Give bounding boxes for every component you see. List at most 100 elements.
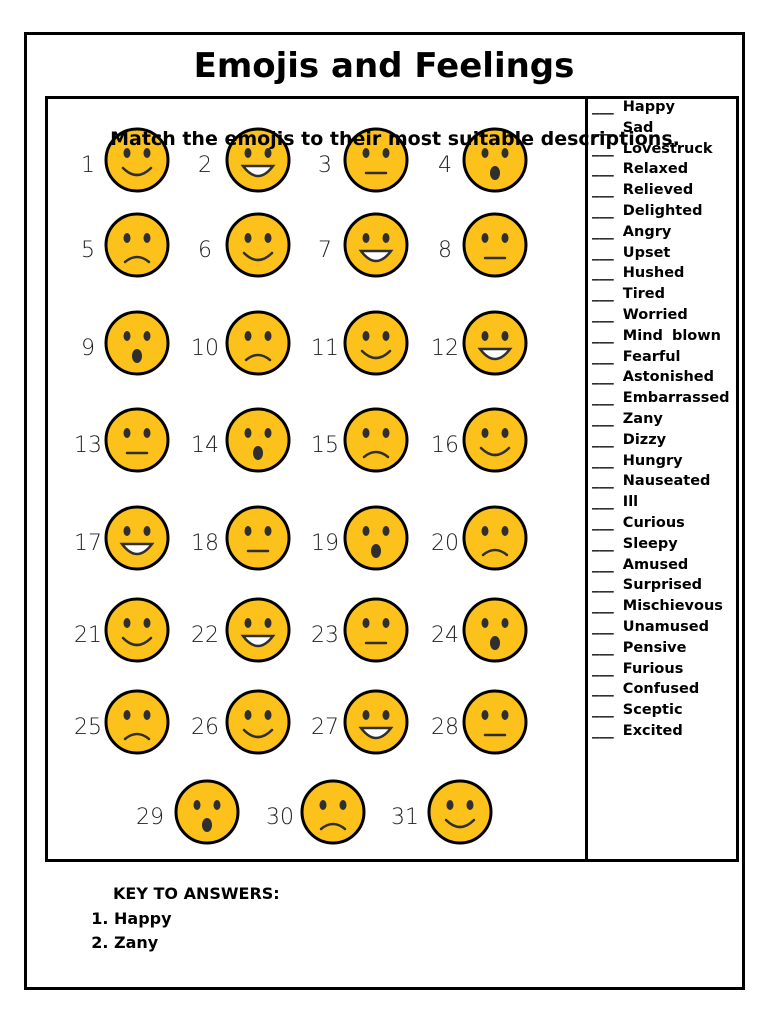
emoji-number: 30 — [266, 805, 294, 830]
description: ___ Furious — [592, 660, 684, 677]
eye — [501, 526, 509, 536]
description: ___ Sceptic — [592, 702, 683, 719]
face — [104, 212, 170, 278]
mouth — [358, 249, 394, 263]
emoji-number: 2 — [198, 153, 212, 178]
description: ___ Lovestruck — [592, 140, 713, 157]
eye — [362, 428, 370, 438]
description: ___ Relieved — [592, 182, 694, 199]
emoji-number: 1 — [81, 153, 95, 178]
eye — [466, 800, 474, 810]
eye — [264, 148, 272, 158]
emoji-face — [462, 505, 528, 571]
title: Emojis and Feelings — [193, 46, 575, 86]
eye — [143, 428, 151, 438]
face — [225, 597, 291, 663]
emoji-number: 10 — [191, 336, 219, 361]
emoji-face — [225, 310, 291, 376]
eye — [123, 148, 131, 158]
emoji-face — [104, 310, 170, 376]
eye — [382, 526, 390, 536]
face — [462, 310, 528, 376]
emoji-number: 19 — [311, 531, 339, 556]
emoji-face — [104, 407, 170, 473]
eye — [123, 233, 131, 243]
description-list: ___ Happy ___ Sad ___ Lovestruck ___ Relaxe… — [592, 97, 734, 742]
face — [343, 689, 409, 755]
eye — [123, 428, 131, 438]
eye — [382, 618, 390, 628]
eye — [382, 710, 390, 720]
answer: Zany — [114, 931, 280, 955]
emoji-number: 9 — [81, 336, 95, 361]
emoji-face — [225, 689, 291, 755]
eye — [362, 233, 370, 243]
emoji-face — [462, 310, 528, 376]
face — [104, 127, 170, 193]
emoji-number: 4 — [438, 153, 452, 178]
emoji-number: 24 — [431, 623, 459, 648]
mouth — [362, 450, 390, 459]
emoji-face — [343, 505, 409, 571]
emoji-face — [343, 212, 409, 278]
description: ___ Embarrassed — [592, 390, 730, 407]
face — [462, 212, 528, 278]
eye — [501, 148, 509, 158]
eye — [244, 618, 252, 628]
face — [104, 407, 170, 473]
eye — [362, 526, 370, 536]
description: ___ Hushed — [592, 265, 685, 282]
emoji-face — [104, 127, 170, 193]
eye — [123, 526, 131, 536]
mouth — [481, 548, 509, 557]
mouth — [240, 164, 276, 178]
description: ___ Excited — [592, 722, 683, 739]
eye — [362, 148, 370, 158]
emoji-face — [343, 407, 409, 473]
mouth — [202, 818, 212, 832]
exercise-box — [45, 96, 739, 862]
emoji-face — [174, 779, 240, 845]
description: ___ Mind blown — [592, 327, 721, 344]
emoji-face — [427, 779, 493, 845]
face — [104, 597, 170, 663]
face — [462, 597, 528, 663]
eye — [481, 233, 489, 243]
mouth — [121, 166, 153, 177]
emoji-number: 14 — [191, 433, 219, 458]
eye — [481, 331, 489, 341]
description: ___ Surprised — [592, 577, 703, 594]
emoji-face — [343, 127, 409, 193]
emoji-face — [104, 505, 170, 571]
eye — [123, 710, 131, 720]
emoji-number: 21 — [74, 623, 102, 648]
description: ___ Happy — [592, 99, 675, 115]
description: ___ Upset — [592, 244, 671, 261]
emoji-number: 6 — [198, 238, 212, 263]
eye — [481, 710, 489, 720]
emoji-number: 28 — [431, 715, 459, 740]
face — [104, 310, 170, 376]
eye — [362, 618, 370, 628]
eye — [481, 618, 489, 628]
eye — [264, 233, 272, 243]
emoji-number: 13 — [74, 433, 102, 458]
face — [462, 689, 528, 755]
description: ___ Tired — [592, 286, 666, 303]
eye — [244, 233, 252, 243]
emoji-number: 8 — [438, 238, 452, 263]
mouth — [319, 822, 347, 831]
emoji-number: 5 — [81, 238, 95, 263]
eye — [143, 331, 151, 341]
mouth — [132, 349, 142, 363]
eye — [362, 331, 370, 341]
description: ___ Mischievous — [592, 598, 723, 615]
eye — [382, 428, 390, 438]
emoji-number: 7 — [318, 238, 332, 263]
description: ___ Unamused — [592, 618, 709, 635]
eye — [143, 526, 151, 536]
mouth — [244, 353, 272, 362]
face — [343, 212, 409, 278]
